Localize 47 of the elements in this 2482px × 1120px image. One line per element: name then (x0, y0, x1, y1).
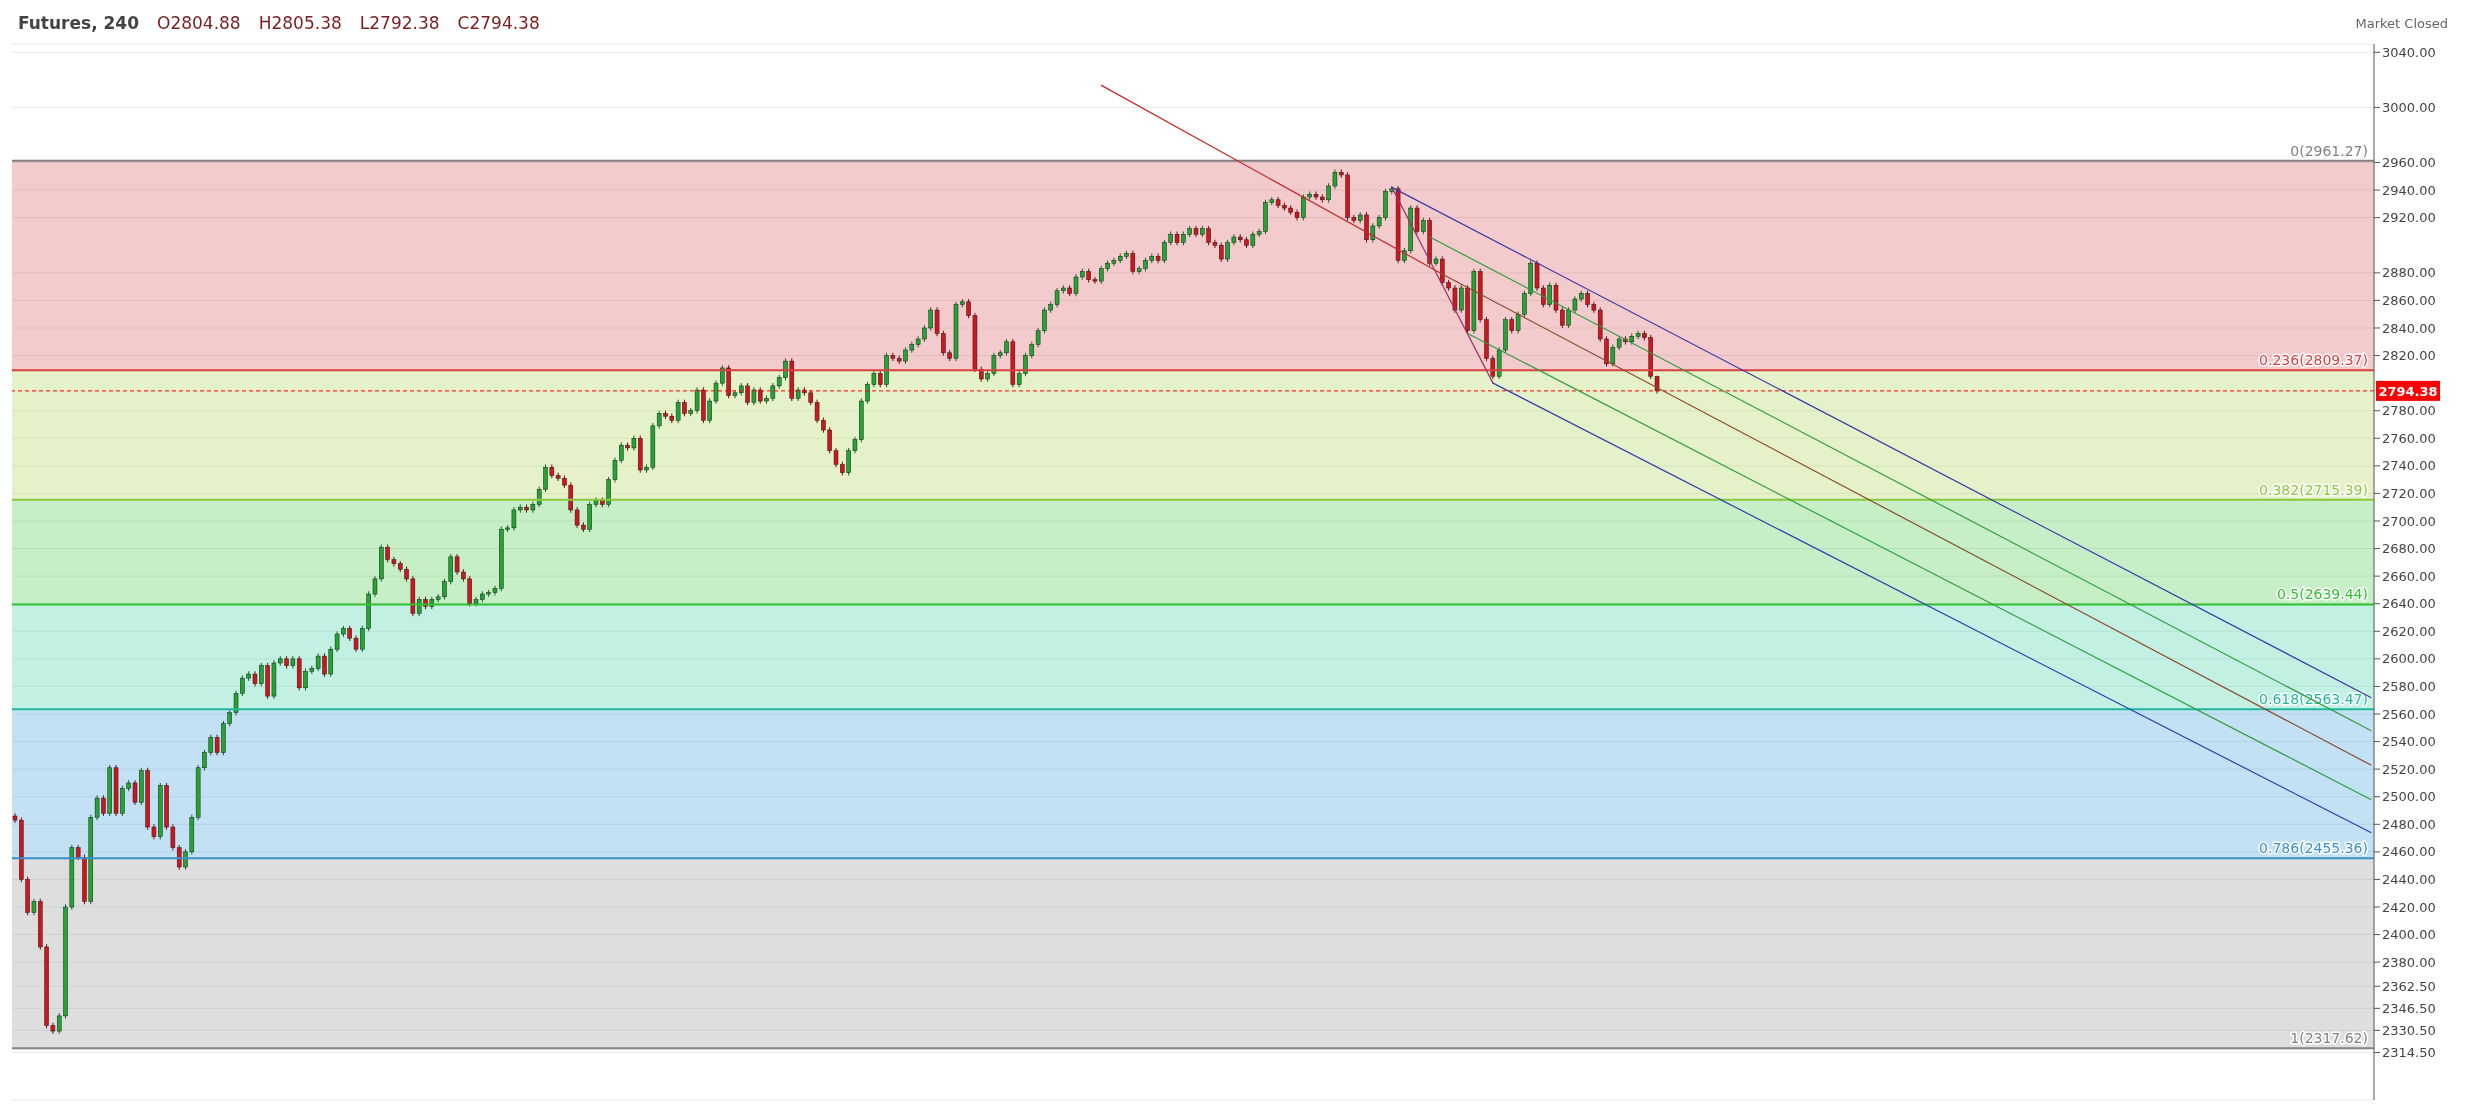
text: O2804.88 (157, 13, 241, 33)
text: H2805.38 (258, 13, 342, 33)
ref-line-label: 0.786(2455.36) (2259, 840, 2368, 857)
y-tick-label: 2620.00 (2382, 623, 2436, 639)
y-tick-label: 2960.00 (2382, 155, 2436, 171)
chart-title: Futures, 240 (18, 13, 139, 33)
y-tick-label: 2780.00 (2382, 403, 2436, 419)
y-tick-label: 2500.00 (2382, 789, 2436, 805)
y-tick-label: 2680.00 (2382, 541, 2436, 557)
text: L2792.38 (359, 13, 440, 33)
y-tick-label: 3000.00 (2382, 100, 2436, 116)
y-tick-label: 2330.50 (2382, 1023, 2436, 1038)
y-tick-label: 2820.00 (2382, 348, 2436, 364)
y-tick-label: 2660.00 (2382, 568, 2436, 584)
y-tick-label: 2760.00 (2382, 430, 2436, 446)
ref-line-label: 0.5(2639.44) (2276, 586, 2368, 603)
y-tick-label: 2640.00 (2382, 596, 2436, 612)
y-tick-label: 2380.00 (2382, 954, 2436, 970)
y-tick-label: 2940.00 (2382, 182, 2436, 198)
y-tick-label: 2580.00 (2382, 679, 2436, 695)
y-tick-label: 2600.00 (2382, 651, 2436, 667)
y-tick-label: 2480.00 (2382, 816, 2436, 832)
ref-line-label: 1(2317.62) (2290, 1030, 2368, 1047)
y-tick-label: 2314.50 (2382, 1045, 2436, 1061)
y-tick-label: 2560.00 (2382, 706, 2436, 722)
y-tick-label: 2346.50 (2382, 1000, 2436, 1016)
y-tick-label: 3040.00 (2382, 44, 2436, 60)
y-tick-label: 2520.00 (2382, 761, 2436, 777)
y-tick-label: 2740.00 (2382, 458, 2436, 474)
ref-line-label: 0(2961.27) (2290, 142, 2368, 159)
text: Market Closed (2355, 15, 2448, 31)
y-tick-label: 2920.00 (2382, 210, 2436, 226)
y-tick-label: 2400.00 (2382, 927, 2436, 943)
y-tick-label: 2840.00 (2382, 320, 2436, 336)
y-tick-label: 2540.00 (2382, 734, 2436, 750)
ref-line-label: 0.236(2809.37) (2259, 352, 2368, 369)
text: C2794.38 (457, 13, 540, 33)
ref-line-label: 0.382(2715.39) (2259, 481, 2368, 498)
y-tick-label: 2860.00 (2382, 293, 2436, 309)
y-tick-label: 2720.00 (2382, 486, 2436, 502)
y-tick-label: 2420.00 (2382, 899, 2436, 915)
y-tick-label: 2460.00 (2382, 844, 2436, 860)
y-tick-label: 2700.00 (2382, 513, 2436, 529)
y-tick-label: 2440.00 (2382, 872, 2436, 888)
ref-line-label: 2794.38 (2378, 383, 2438, 399)
y-tick-label: 2880.00 (2382, 265, 2436, 281)
y-tick-label: 2362.50 (2382, 978, 2436, 994)
